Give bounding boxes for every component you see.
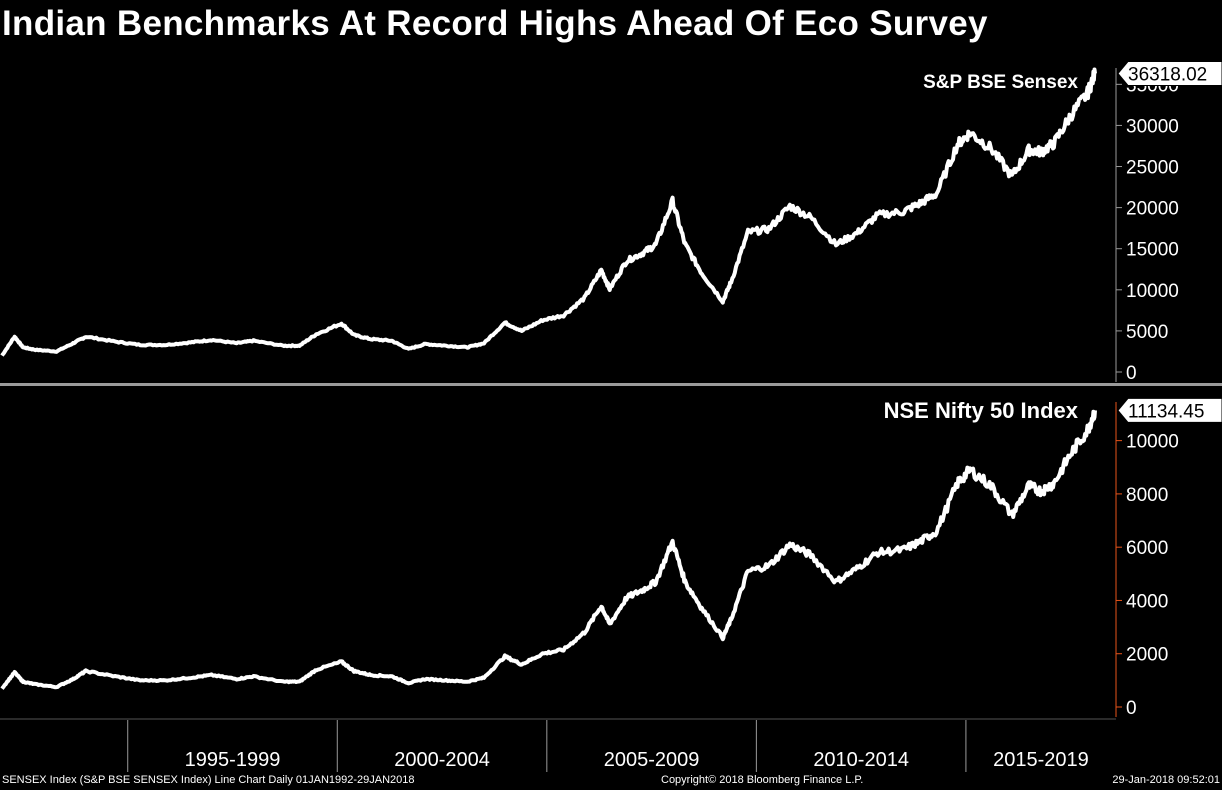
nifty-y-tick-label: 0 bbox=[1126, 698, 1137, 719]
nifty-series-line bbox=[0, 409, 1097, 690]
x-period-label: 2010-2014 bbox=[813, 749, 909, 771]
footer-chart-info: SENSEX Index (S&P BSE SENSEX Index) Line… bbox=[2, 774, 415, 786]
sensex-last-value-tag: 36318.02 bbox=[1117, 60, 1222, 86]
sensex-y-tick-label: 20000 bbox=[1126, 199, 1179, 220]
x-axis: 1995-1999 2000-2004 2005-2009 2010-2014 2015… bbox=[0, 718, 1116, 772]
nifty-y-tick-label: 4000 bbox=[1126, 591, 1168, 612]
nifty-last-value-text: 11134.45 bbox=[1128, 401, 1204, 422]
x-period-label: 2015-2019 bbox=[993, 749, 1089, 771]
nifty-last-value-tag: 11134.45 bbox=[1117, 397, 1222, 423]
sensex-y-tick-label: 15000 bbox=[1126, 240, 1179, 261]
nifty-last-value-box bbox=[1117, 397, 1222, 423]
footer-timestamp: 29-Jan-2018 09:52:01 bbox=[1112, 774, 1220, 786]
nifty-y-tick-label: 6000 bbox=[1126, 538, 1168, 559]
nifty-y-tick-label: 10000 bbox=[1126, 432, 1179, 453]
sensex-series-title: S&P BSE Sensex bbox=[923, 72, 1078, 93]
sensex-last-value-text: 36318.02 bbox=[1128, 64, 1207, 85]
sensex-panel: 05000100001500020000250003000035000S&P B… bbox=[0, 60, 1222, 384]
x-period-label: 2005-2009 bbox=[604, 749, 700, 771]
sensex-last-value-box bbox=[1117, 60, 1222, 86]
x-period-label: 1995-1999 bbox=[185, 749, 281, 771]
nifty-y-tick-label: 8000 bbox=[1126, 485, 1168, 506]
sensex-y-tick-label: 10000 bbox=[1126, 281, 1179, 302]
nifty-series-title: NSE Nifty 50 Index bbox=[884, 398, 1079, 423]
sensex-series-line bbox=[0, 67, 1097, 357]
chart-title: Indian Benchmarks At Record Highs Ahead … bbox=[2, 4, 988, 43]
sensex-y-tick-label: 5000 bbox=[1126, 322, 1168, 343]
nifty-panel: 0 2000 4000 6000 8000 10000 NSE Nifty 50 Index… bbox=[0, 397, 1222, 719]
x-period-label: 2000-2004 bbox=[394, 749, 490, 771]
footer-copyright: Copyright© 2018 Bloomberg Finance L.P. bbox=[661, 774, 864, 786]
nifty-y-tick-label: 2000 bbox=[1126, 645, 1168, 666]
sensex-y-tick-label: 0 bbox=[1126, 363, 1137, 384]
panel-divider bbox=[0, 383, 1222, 386]
sensex-y-tick-label: 25000 bbox=[1126, 158, 1179, 179]
sensex-y-tick-label: 30000 bbox=[1126, 116, 1179, 137]
